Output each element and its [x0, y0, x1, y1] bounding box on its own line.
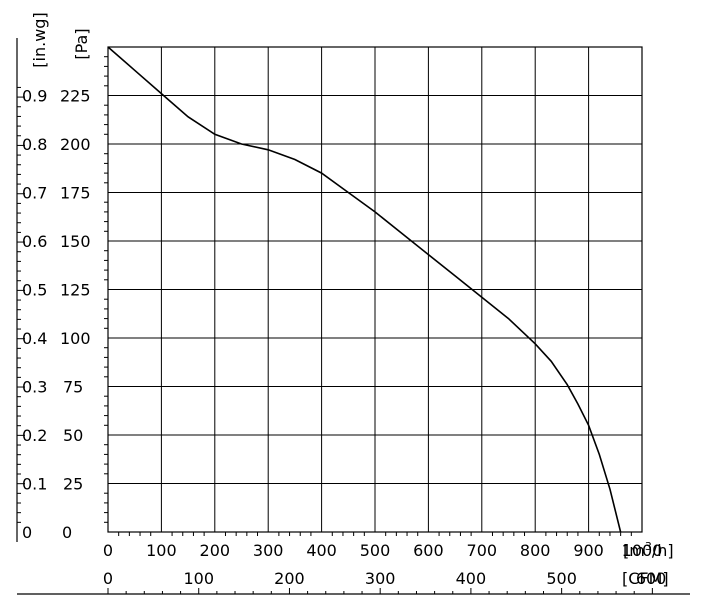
x-tick-label-m3h: 0: [103, 541, 113, 560]
y-tick-label-pa: 100: [60, 329, 91, 348]
y-tick-label-inwg: 0.1: [22, 475, 47, 494]
x-unit-m3h: [m3/h]: [623, 540, 674, 560]
y-tick-label-inwg: 0.2: [22, 426, 47, 445]
x-tick-label-cfm: 200: [274, 569, 305, 588]
y-unit-inwg: [in.wg]: [30, 12, 49, 67]
y-tick-label-pa: 200: [60, 135, 91, 154]
pressure-flow-curve: [107, 46, 622, 533]
x-tick-label-cfm: 0: [103, 569, 113, 588]
x-tick-label-m3h: 200: [200, 541, 231, 560]
y-tick-label-pa: 125: [60, 281, 91, 300]
x-tick-label-m3h: 500: [360, 541, 391, 560]
x-tick-label-cfm: 500: [546, 569, 577, 588]
plot-frame: [107, 46, 643, 533]
x-tick-label-m3h: 700: [467, 541, 498, 560]
x-unit-m3h-sup: 3: [645, 540, 652, 553]
x-tick-label-m3h: 900: [573, 541, 604, 560]
y-tick-label-inwg: 0.5: [22, 281, 47, 300]
x-unit-m3h-prefix: [m: [623, 541, 645, 560]
x-tick-label-cfm: 100: [183, 569, 214, 588]
y-tick-label-pa: 150: [60, 232, 91, 251]
minor-ticks: [17, 56, 653, 594]
y-tick-label-pa: 25: [63, 475, 83, 494]
y-tick-label-inwg: 0: [22, 523, 32, 542]
y-tick-label-inwg: 0.8: [22, 135, 47, 154]
y-tick-label-pa: 75: [63, 378, 83, 397]
y-tick-label-inwg: 0.6: [22, 232, 47, 251]
grid: [108, 47, 643, 532]
x-tick-label-m3h: 800: [520, 541, 551, 560]
x-tick-label-m3h: 300: [253, 541, 284, 560]
y-tick-label-pa: 0: [62, 523, 72, 542]
x-tick-label-m3h: 600: [413, 541, 444, 560]
x-unit-cfm: [CFM]: [622, 569, 669, 588]
y-tick-label-inwg: 0.9: [22, 87, 47, 106]
y-tick-label-pa: 175: [60, 184, 91, 203]
x-unit-m3h-suffix: /h]: [652, 541, 674, 560]
y-tick-label-inwg: 0.7: [22, 184, 47, 203]
x-tick-label-m3h: 400: [306, 541, 337, 560]
y-unit-pa: [Pa]: [72, 28, 91, 59]
x-tick-label-cfm: 300: [365, 569, 396, 588]
x-tick-label-cfm: 600: [636, 569, 667, 588]
x-tick-label-cfm: 400: [456, 569, 487, 588]
x-tick-label-m3h: 1000: [622, 541, 663, 560]
y-tick-label-inwg: 0.3: [22, 378, 47, 397]
y-tick-label-pa: 225: [60, 87, 91, 106]
y-tick-label-pa: 50: [63, 426, 83, 445]
y-tick-label-inwg: 0.4: [22, 329, 47, 348]
x-tick-label-m3h: 100: [146, 541, 177, 560]
